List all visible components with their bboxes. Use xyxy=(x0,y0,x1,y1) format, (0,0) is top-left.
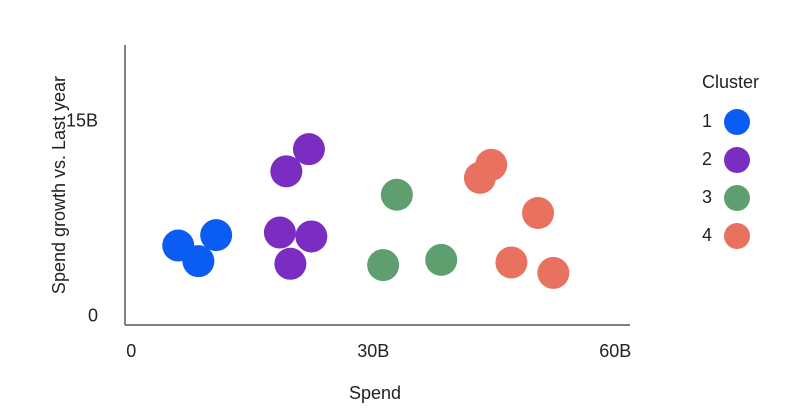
point xyxy=(463,161,496,194)
legend-swatch xyxy=(724,147,750,173)
point xyxy=(425,243,458,276)
y-tick-label: 15B xyxy=(66,110,98,130)
point xyxy=(270,155,303,188)
point xyxy=(263,216,296,249)
point xyxy=(522,197,555,229)
x-tick-label: 60B xyxy=(599,341,631,361)
point xyxy=(200,219,233,252)
legend-label: 3 xyxy=(702,187,712,207)
legend-swatch xyxy=(724,185,750,211)
point xyxy=(292,133,325,166)
point xyxy=(367,249,400,282)
point xyxy=(537,256,570,289)
legend-label: 4 xyxy=(702,225,712,245)
point xyxy=(274,247,307,280)
legend-title: Cluster xyxy=(702,72,759,92)
point xyxy=(380,178,413,211)
x-axis-label: Spend xyxy=(349,383,401,403)
legend-swatch xyxy=(724,109,750,135)
point xyxy=(182,245,215,278)
x-tick-label: 0 xyxy=(126,341,136,361)
point xyxy=(495,246,528,279)
legend-label: 2 xyxy=(702,149,712,169)
legend-label: 1 xyxy=(702,111,712,131)
point xyxy=(295,220,328,253)
y-tick-label: 0 xyxy=(88,306,98,326)
x-tick-label: 30B xyxy=(357,341,389,361)
y-axis-label: Spend growth vs. Last year xyxy=(49,76,69,294)
legend-swatch xyxy=(724,223,750,249)
